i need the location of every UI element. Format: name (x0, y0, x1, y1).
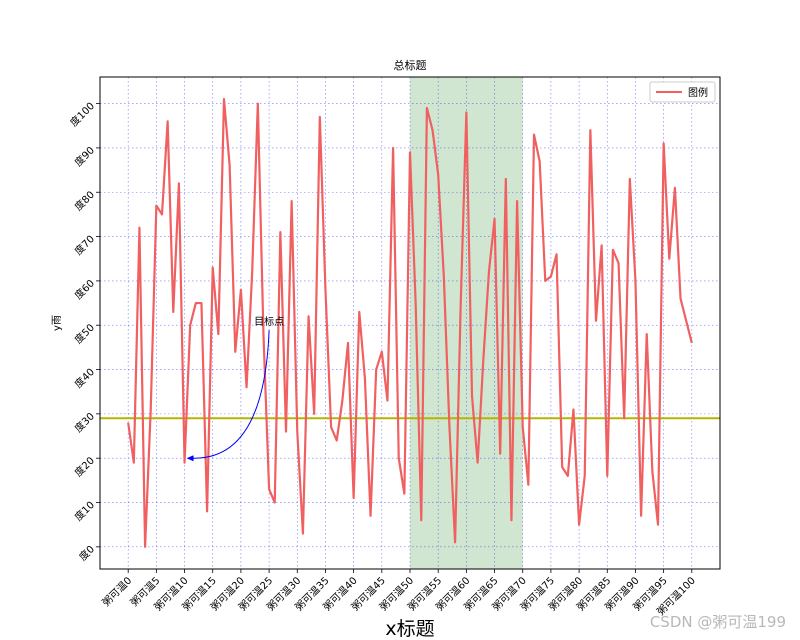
legend-box (649, 81, 716, 103)
grid-layer (100, 77, 720, 569)
series-line (127, 98, 693, 548)
watermark: CSDN @粥可温199 (649, 613, 786, 631)
chart-title: 总标题 (394, 58, 427, 72)
legend: 图例 (649, 81, 716, 103)
series-layer (127, 98, 693, 548)
annotation-arrowhead (186, 455, 194, 462)
annotation-layer: 目标点 (186, 316, 284, 462)
annotation-label: 目标点 (254, 316, 284, 328)
y-axis-label: y雨 (52, 315, 63, 331)
annotation-arrow (192, 330, 270, 459)
legend-label: 图例 (688, 86, 708, 99)
x-axis-label: x标题 (385, 618, 434, 640)
